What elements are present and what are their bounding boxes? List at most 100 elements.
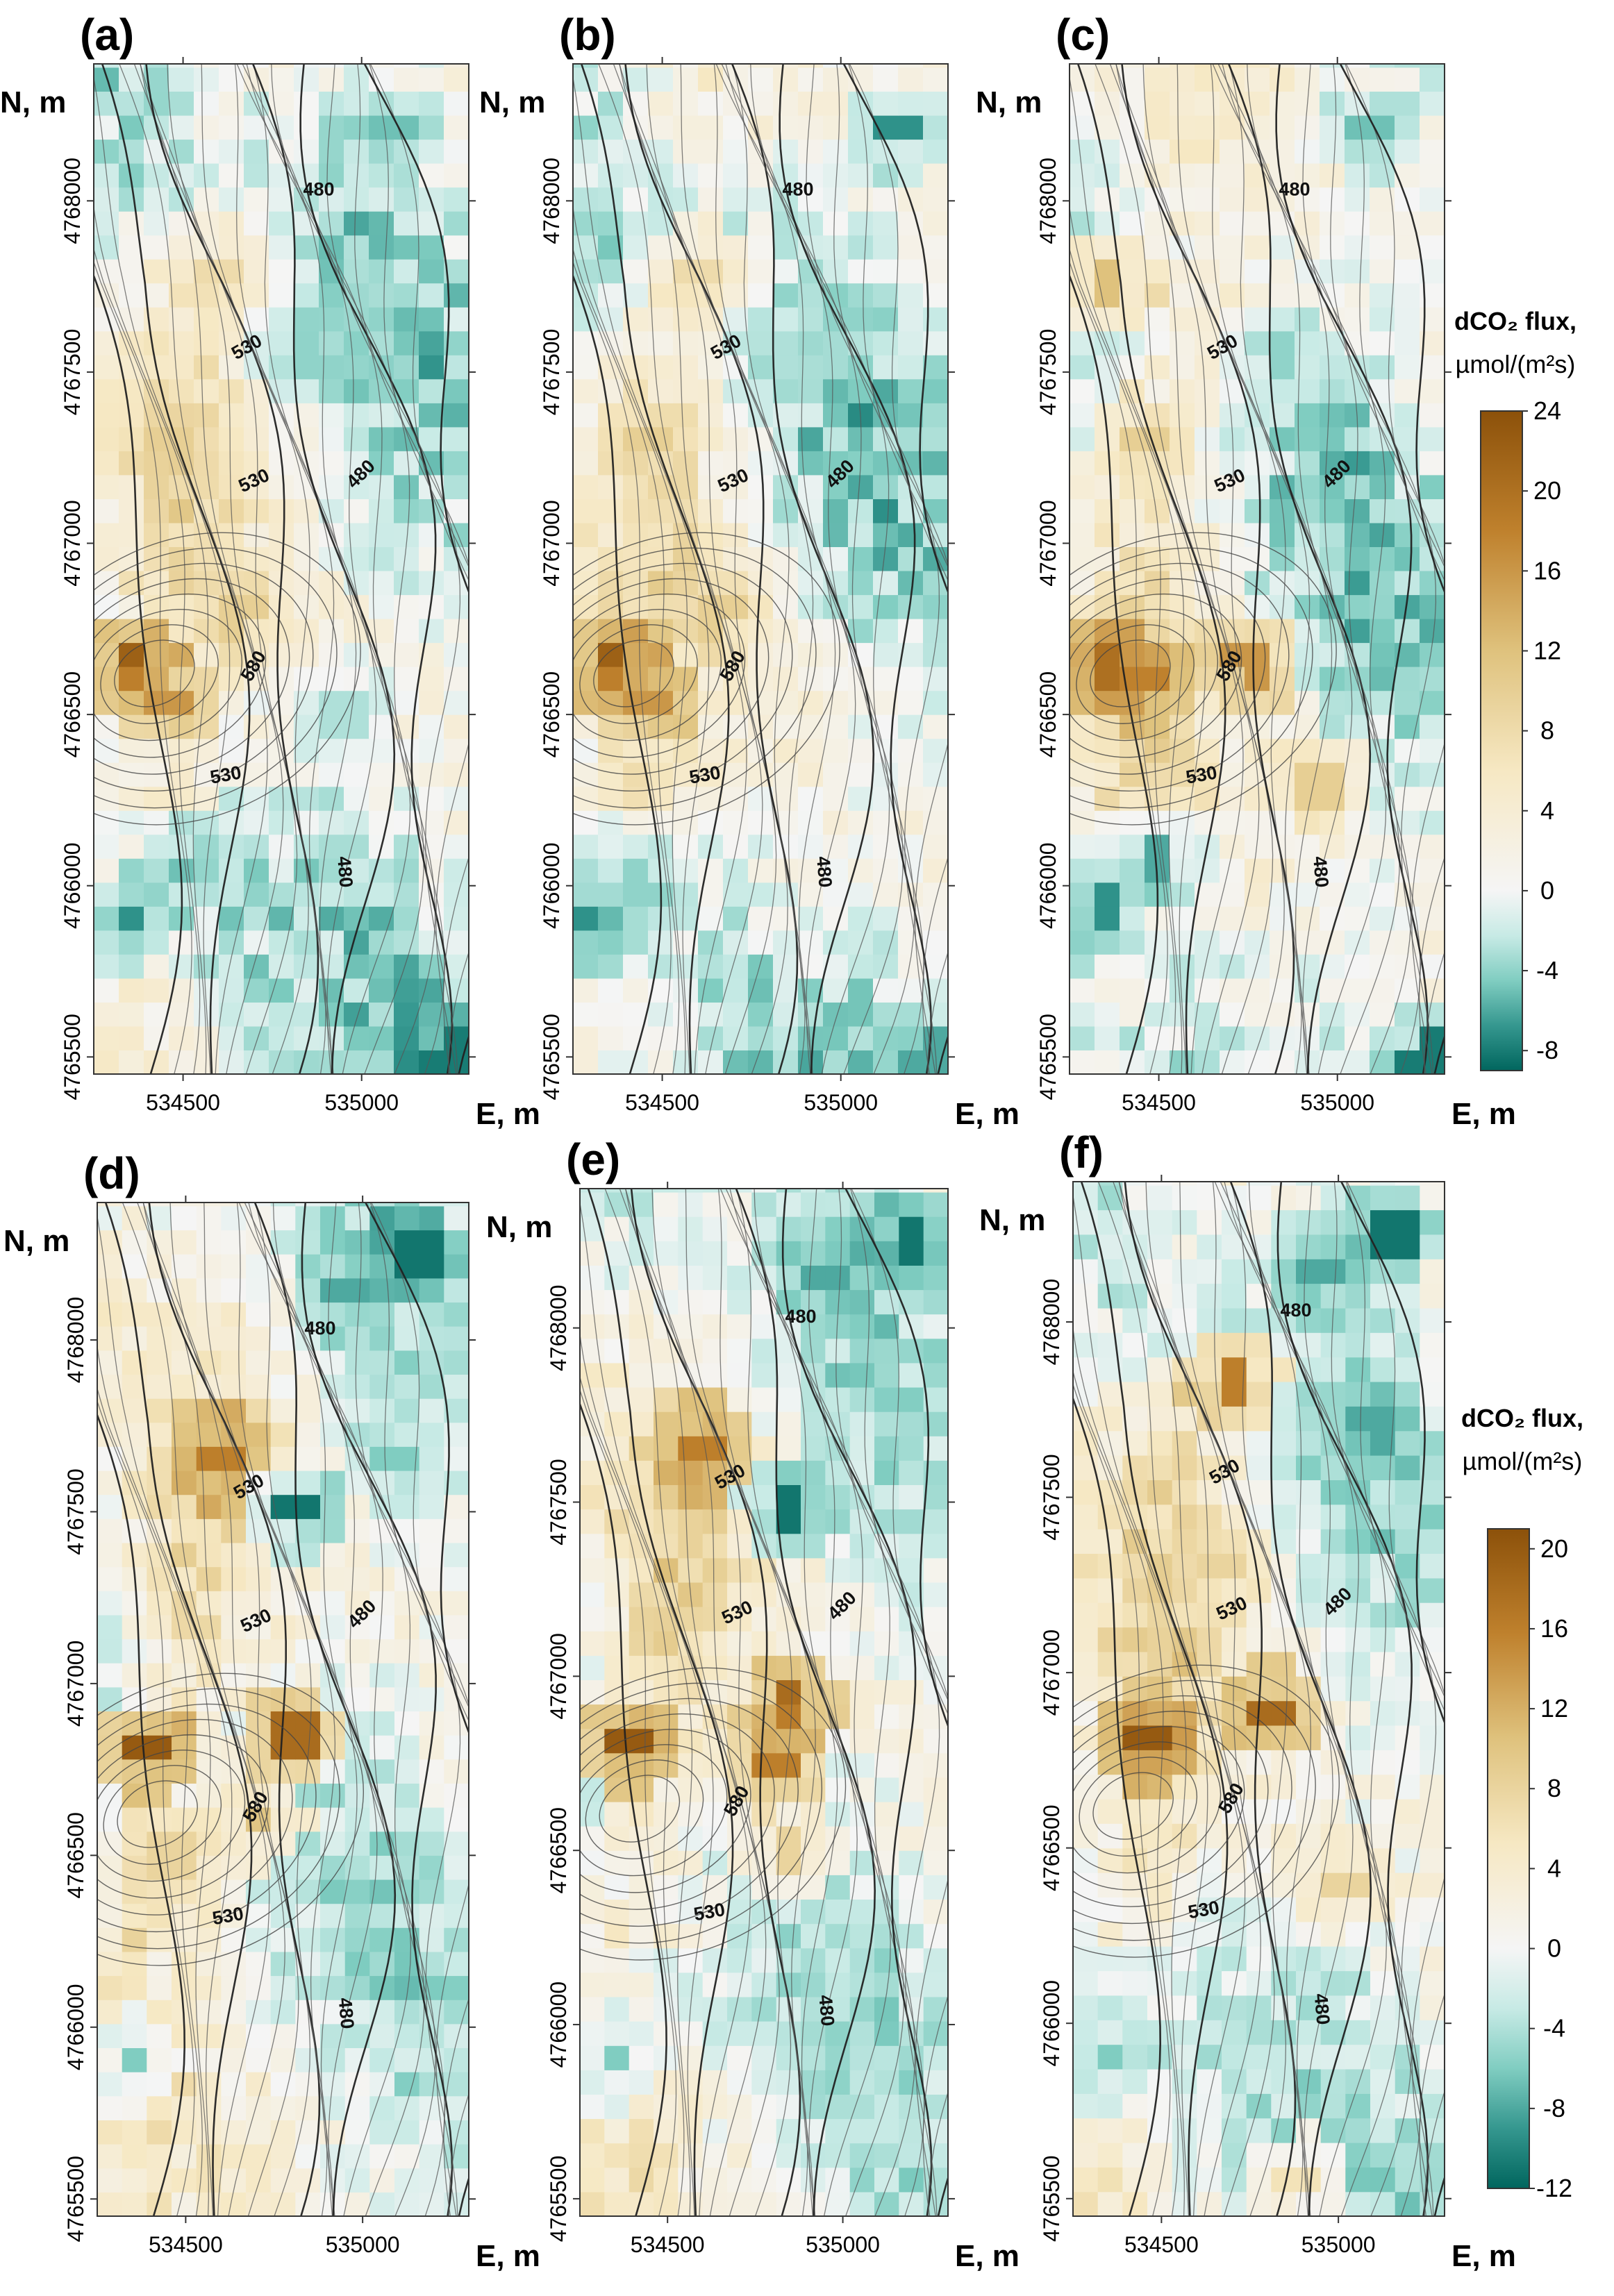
heatmap-cell bbox=[874, 2191, 899, 2216]
heatmap-cell bbox=[1220, 307, 1245, 332]
heatmap-cell bbox=[874, 1996, 899, 2022]
heatmap-cell bbox=[848, 762, 874, 787]
heatmap-cell bbox=[629, 1655, 654, 1680]
heatmap-cell bbox=[1296, 2044, 1322, 2070]
heatmap-cell bbox=[1245, 163, 1270, 188]
heatmap-cell bbox=[1073, 2044, 1099, 2070]
heatmap-cell bbox=[848, 594, 874, 619]
heatmap-cell bbox=[1172, 1283, 1197, 1309]
heatmap-cell bbox=[823, 690, 849, 715]
heatmap-cell bbox=[823, 1050, 849, 1074]
heatmap-cell bbox=[702, 1265, 728, 1291]
heatmap-cell bbox=[344, 1927, 370, 1952]
heatmap-cell bbox=[270, 1807, 296, 1832]
heatmap-cell bbox=[923, 1972, 948, 1997]
heatmap-cell bbox=[1420, 1259, 1445, 1284]
heatmap-cell bbox=[1270, 882, 1295, 907]
heatmap-cell bbox=[673, 882, 699, 907]
heatmap-cell bbox=[629, 1777, 654, 1802]
heatmap-cell bbox=[748, 667, 774, 692]
heatmap-cell bbox=[678, 2094, 704, 2120]
heatmap-cell bbox=[849, 2118, 875, 2144]
heatmap-cell bbox=[219, 690, 244, 715]
heatmap-cell bbox=[873, 67, 899, 92]
heatmap-cell bbox=[751, 1728, 777, 1754]
heatmap-cell bbox=[623, 619, 649, 644]
heatmap-cell bbox=[1245, 619, 1270, 644]
heatmap-cell bbox=[1220, 1050, 1245, 1074]
heatmap-cell bbox=[573, 810, 599, 835]
heatmap-cell bbox=[723, 307, 749, 332]
heatmap-cell bbox=[1345, 64, 1370, 68]
heatmap-cell bbox=[580, 2191, 605, 2216]
heatmap-cell bbox=[196, 1614, 222, 1640]
heatmap-cell bbox=[798, 67, 824, 92]
heatmap-cell bbox=[823, 235, 849, 260]
heatmap-cell bbox=[673, 67, 699, 92]
heatmap-cell bbox=[394, 1711, 420, 1736]
heatmap-cell bbox=[1395, 1002, 1420, 1027]
heatmap-cell bbox=[825, 2143, 851, 2168]
heatmap-cell bbox=[369, 2072, 395, 2097]
heatmap-cell bbox=[923, 1509, 948, 1534]
heatmap-cell bbox=[269, 810, 294, 835]
heatmap-cell bbox=[97, 1254, 123, 1279]
heatmap-cell bbox=[848, 522, 874, 547]
x-tick-label: 535000 bbox=[1300, 1090, 1374, 1115]
heatmap-cell bbox=[874, 2143, 899, 2168]
heatmap-cell bbox=[320, 1254, 346, 1279]
heatmap-cell bbox=[1420, 163, 1445, 188]
heatmap-cell bbox=[1246, 1209, 1272, 1235]
contour-label: 480 bbox=[815, 1994, 838, 2027]
y-tick-label: 4768000 bbox=[1035, 158, 1060, 244]
heatmap-cell bbox=[751, 1338, 777, 1364]
heatmap-cell bbox=[1172, 1823, 1197, 1849]
plot-frame bbox=[1069, 63, 1445, 1075]
heatmap-cell bbox=[419, 1230, 444, 1255]
heatmap-cell bbox=[604, 1850, 630, 1875]
heatmap-cell bbox=[97, 1566, 123, 1591]
heatmap-cell bbox=[444, 1543, 469, 1568]
heatmap-cell bbox=[1370, 2093, 1396, 2119]
heatmap-cell bbox=[923, 1265, 948, 1291]
heatmap-cell bbox=[320, 1277, 346, 1303]
heatmap-cell bbox=[1195, 355, 1220, 380]
heatmap-cell bbox=[221, 2120, 247, 2145]
heatmap-cell bbox=[874, 2070, 899, 2095]
heatmap-cell bbox=[246, 1277, 272, 1303]
heatmap-cell bbox=[444, 1879, 469, 1904]
heatmap-cell bbox=[1370, 1332, 1396, 1358]
heatmap-cell bbox=[1271, 1209, 1297, 1235]
heatmap-cell bbox=[923, 1289, 948, 1315]
heatmap-cell bbox=[394, 619, 419, 644]
heatmap-cell bbox=[196, 1205, 222, 1231]
heatmap-cell bbox=[698, 378, 724, 403]
heatmap-cell bbox=[1345, 1259, 1371, 1284]
heatmap-cell bbox=[344, 2095, 370, 2120]
y-tick-label: 4766000 bbox=[63, 1984, 88, 2071]
heatmap-cell bbox=[1395, 690, 1420, 715]
heatmap-cell bbox=[1220, 810, 1245, 835]
heatmap-cell bbox=[629, 2118, 654, 2144]
heatmap-cell bbox=[849, 1189, 875, 1193]
heatmap-cell bbox=[369, 1686, 395, 1711]
heatmap-cell bbox=[196, 1566, 222, 1591]
heatmap-cell bbox=[1370, 642, 1395, 667]
heatmap-cell bbox=[698, 474, 724, 499]
heatmap-cell bbox=[219, 187, 244, 212]
heatmap-cell bbox=[369, 498, 394, 523]
heatmap-cell bbox=[1395, 738, 1420, 763]
heatmap-cell bbox=[172, 1735, 197, 1760]
heatmap-cell bbox=[899, 1923, 924, 1949]
heatmap-cell bbox=[1345, 882, 1370, 907]
heatmap-cell bbox=[673, 594, 699, 619]
heatmap-cell bbox=[97, 2192, 123, 2216]
heatmap-cell bbox=[221, 1374, 247, 1399]
heatmap-cell bbox=[623, 810, 649, 835]
heatmap-cell bbox=[1120, 930, 1145, 955]
heatmap-cell bbox=[673, 330, 699, 355]
heatmap-cell bbox=[294, 330, 319, 355]
heatmap-cell bbox=[122, 2192, 147, 2216]
heatmap-cell bbox=[294, 91, 319, 116]
heatmap-cell bbox=[648, 139, 674, 164]
